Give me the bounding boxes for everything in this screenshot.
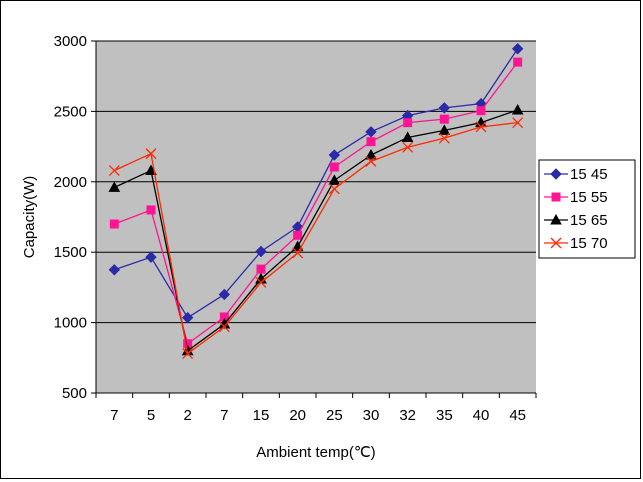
data-point-x bbox=[182, 348, 194, 360]
data-point-square bbox=[256, 264, 266, 274]
data-point-x-stroke bbox=[512, 117, 524, 129]
data-point-diamond bbox=[255, 245, 267, 258]
y-tick-label: 2000 bbox=[54, 174, 87, 191]
legend-label: 15 65 bbox=[570, 212, 608, 229]
legend-item: 15 45 bbox=[544, 166, 608, 183]
data-point-triangle bbox=[550, 213, 562, 225]
data-point-x-stroke bbox=[218, 321, 230, 333]
plot-area bbox=[96, 41, 536, 393]
data-point-x bbox=[108, 165, 120, 176]
data-point-x-stroke bbox=[438, 132, 450, 144]
axes: 500 1000 1500 2000 2500 3000 7 5 2 7 15 20 25 30 32 35 4… bbox=[54, 33, 537, 424]
y-tick-label: 3000 bbox=[54, 33, 87, 50]
legend-item: 15 65 bbox=[544, 212, 608, 229]
data-point-diamond bbox=[108, 264, 121, 276]
series-line bbox=[114, 122, 518, 355]
data-point-square bbox=[366, 137, 376, 147]
data-point-diamond bbox=[511, 43, 524, 55]
data-point-square bbox=[476, 106, 486, 116]
data-point-x-stroke bbox=[475, 121, 487, 133]
x-axis-title: Ambient temp(℃) bbox=[256, 444, 375, 461]
data-point-square bbox=[439, 114, 449, 124]
data-point-diamond bbox=[181, 311, 194, 324]
x-tick-label: 40 bbox=[473, 407, 490, 424]
series-4 bbox=[108, 117, 524, 360]
legend: 15 45 15 55 15 65 15 70 bbox=[538, 159, 636, 259]
data-point-x bbox=[255, 277, 267, 288]
data-point-x bbox=[550, 237, 562, 249]
data-point-x bbox=[328, 183, 340, 195]
series-1 bbox=[108, 43, 524, 324]
x-tick-label: 45 bbox=[509, 407, 526, 424]
data-point-diamond bbox=[550, 168, 562, 180]
data-point-x-stroke bbox=[182, 348, 194, 360]
data-point-square bbox=[109, 219, 119, 229]
legend-item: 15 55 bbox=[544, 189, 608, 206]
data-point-triangle bbox=[108, 181, 121, 192]
data-point-x-stroke bbox=[255, 277, 267, 288]
data-point-x bbox=[292, 247, 304, 259]
x-tick-label: 5 bbox=[147, 407, 155, 424]
data-point-square bbox=[551, 192, 561, 202]
data-point-triangle bbox=[328, 174, 341, 185]
data-point-diamond bbox=[365, 126, 377, 138]
data-point-x-stroke bbox=[328, 183, 340, 195]
data-point-diamond bbox=[438, 102, 451, 114]
x-tick-label: 35 bbox=[436, 407, 453, 424]
data-point-square bbox=[293, 230, 303, 240]
data-point-diamond bbox=[328, 149, 341, 161]
x-tick-label: 2 bbox=[183, 407, 191, 424]
data-point-x-stroke bbox=[365, 155, 377, 167]
series-line bbox=[114, 48, 519, 319]
x-tick-label: 30 bbox=[363, 407, 380, 424]
x-tick-label: 7 bbox=[220, 407, 228, 424]
data-point-x-stroke bbox=[145, 148, 157, 160]
x-tick-label: 32 bbox=[399, 407, 416, 424]
data-point-x bbox=[402, 141, 414, 153]
data-point-x-stroke bbox=[292, 247, 304, 259]
data-point-square bbox=[403, 118, 413, 128]
y-tick-label: 1000 bbox=[54, 315, 87, 332]
data-point-x-stroke bbox=[402, 141, 414, 153]
x-tick-label: 7 bbox=[110, 407, 118, 424]
y-tick-label: 1500 bbox=[54, 244, 87, 261]
y-tick-label: 500 bbox=[62, 385, 87, 402]
data-point-triangle bbox=[511, 103, 524, 115]
series-group bbox=[108, 43, 524, 360]
data-point-triangle bbox=[401, 131, 414, 142]
data-point-x bbox=[218, 321, 230, 333]
data-point-square bbox=[329, 162, 339, 172]
data-point-x bbox=[145, 148, 157, 160]
data-point-x-stroke bbox=[108, 165, 120, 176]
x-tick-label: 15 bbox=[253, 407, 270, 424]
data-point-x bbox=[438, 132, 450, 144]
legend-label: 15 70 bbox=[570, 235, 608, 252]
data-point-triangle bbox=[438, 124, 451, 135]
data-point-diamond bbox=[218, 288, 231, 301]
data-point-x bbox=[475, 121, 487, 133]
x-tick-label: 20 bbox=[289, 407, 306, 424]
x-tick-label: 25 bbox=[326, 407, 343, 424]
legend-label: 15 55 bbox=[570, 189, 608, 206]
y-axis-title: Capacity(W) bbox=[21, 176, 38, 259]
data-point-diamond bbox=[145, 251, 157, 263]
legend-label: 15 45 bbox=[570, 166, 608, 183]
data-point-x bbox=[365, 155, 377, 167]
data-point-triangle bbox=[365, 149, 377, 160]
legend-item: 15 70 bbox=[544, 235, 608, 252]
gridlines bbox=[96, 40, 536, 394]
data-point-x-stroke bbox=[550, 237, 562, 249]
y-tick-label: 2500 bbox=[54, 103, 87, 120]
data-point-square bbox=[146, 205, 156, 215]
data-point-square bbox=[513, 57, 523, 67]
data-point-x bbox=[512, 117, 524, 129]
